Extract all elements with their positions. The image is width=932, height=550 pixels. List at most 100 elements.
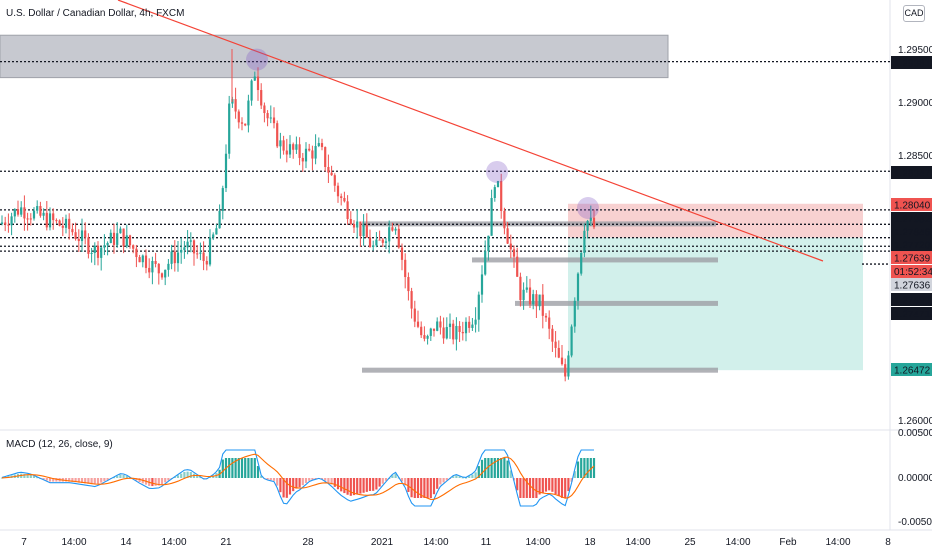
price-level-value: 1.26472: [894, 366, 931, 377]
candle: [80, 218, 84, 252]
candle-body: [346, 201, 349, 220]
macd-bar: [196, 475, 199, 478]
price-level-badge: [891, 56, 932, 69]
candle: [426, 334, 429, 345]
candle-body: [272, 117, 276, 124]
candle: [218, 204, 221, 229]
candle: [528, 278, 532, 309]
candle-body: [471, 324, 474, 328]
candle: [500, 173, 503, 219]
candle: [554, 331, 557, 358]
candle: [42, 208, 45, 221]
macd-bar: [429, 478, 432, 498]
candle: [192, 239, 196, 266]
price-level-badge: [891, 212, 932, 225]
candle-body: [186, 241, 189, 248]
macd-bar: [125, 475, 128, 478]
candle-body: [583, 230, 586, 253]
candle: [304, 142, 308, 169]
macd-bar: [221, 459, 224, 478]
macd-bar: [304, 478, 308, 483]
macd-bar: [42, 478, 45, 480]
macd-bar: [330, 478, 333, 485]
candle-body: [234, 99, 237, 112]
macd-axis-label: 0.00000: [898, 473, 932, 484]
time-tick-label: 28: [302, 537, 314, 548]
time-tick-label: 14:00: [725, 537, 750, 548]
candle: [167, 259, 170, 277]
candle-body: [384, 241, 388, 243]
candle: [32, 207, 36, 221]
candle-body: [160, 273, 164, 278]
candle-body: [151, 261, 154, 273]
candle: [180, 237, 183, 264]
macd-bar: [570, 478, 573, 482]
candle: [311, 145, 314, 171]
candle-body: [416, 321, 420, 327]
candle: [564, 358, 567, 382]
candle: [436, 317, 439, 332]
candle: [16, 200, 20, 217]
candle: [228, 95, 231, 159]
candle: [503, 207, 506, 235]
macd-bar: [519, 478, 522, 498]
macd-bar: [464, 477, 468, 479]
candle: [36, 200, 39, 214]
candle: [343, 191, 346, 203]
macd-bar: [122, 474, 125, 478]
candle: [506, 222, 509, 244]
candle-body: [279, 140, 282, 147]
candle-body: [458, 325, 461, 332]
price-tick-label: 1.29000: [898, 98, 932, 109]
macd-bar: [320, 478, 324, 480]
candle-body: [4, 222, 7, 225]
macd-bar: [247, 458, 250, 478]
candle-body: [586, 220, 589, 231]
candle: [55, 218, 58, 224]
macd-bar: [471, 474, 474, 478]
candle: [583, 223, 586, 258]
macd-bar: [528, 478, 532, 498]
candle-body: [452, 323, 455, 340]
macd-bar: [84, 478, 87, 484]
currency-badge[interactable]: CAD: [903, 5, 925, 22]
candle-body: [407, 277, 410, 292]
candle-body: [205, 260, 208, 265]
price-level-badge: [891, 307, 932, 320]
macd-bar: [160, 478, 164, 485]
candle-body: [68, 218, 71, 229]
candle-body: [125, 235, 128, 247]
candle-body: [490, 197, 493, 236]
macd-bar: [455, 475, 458, 478]
candle: [157, 262, 160, 285]
price-level-value: 1.29381: [894, 59, 931, 70]
candle: [288, 135, 292, 159]
candle-body: [448, 323, 452, 328]
candle-body: [538, 294, 541, 307]
candle: [173, 240, 176, 272]
candle-body: [388, 227, 391, 242]
macd-bar: [580, 458, 583, 478]
candle: [13, 208, 16, 223]
candle: [349, 211, 352, 226]
candle-body: [212, 234, 215, 238]
candle: [509, 234, 512, 259]
macd-bar: [298, 478, 301, 488]
price-tick-label: 1.28500: [898, 151, 932, 162]
resistance-zone: [0, 34, 669, 79]
time-tick-label: 14:00: [423, 537, 448, 548]
price-level-value: 1.27636: [894, 281, 931, 292]
candle: [336, 182, 340, 203]
candle: [135, 244, 138, 268]
candle: [196, 245, 199, 259]
macd-bar: [586, 458, 589, 478]
candle: [471, 317, 474, 331]
candle: [202, 241, 205, 271]
macd-bar: [538, 478, 541, 495]
macd-bar: [93, 478, 96, 485]
macd-bar: [551, 478, 554, 492]
candle-body: [247, 100, 250, 126]
candle-body: [45, 212, 48, 228]
macd-bar: [359, 478, 362, 494]
